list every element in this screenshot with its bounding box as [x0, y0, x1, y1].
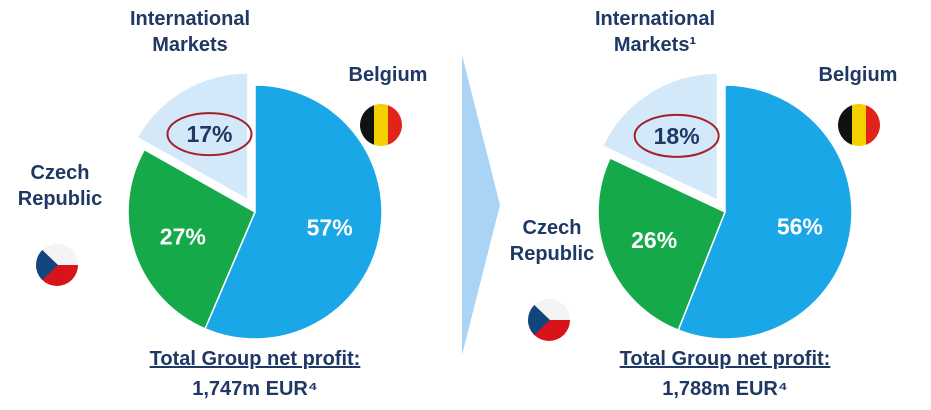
category-label: Czech Republic [17, 162, 103, 210]
category-label: Belgium [818, 64, 898, 86]
pie-slice [597, 156, 726, 332]
pie-slice [127, 148, 256, 330]
highlight-ring [166, 112, 253, 157]
pie-slice [136, 72, 249, 202]
value-label: 57% [307, 214, 353, 240]
value-label: 56% [777, 213, 823, 239]
pie-slice [204, 84, 383, 340]
footer-value: 1,788m EUR⁴ [662, 378, 788, 400]
footer-title: Total Group net profit: [149, 348, 361, 370]
footer-value: 1,747m EUR⁴ [192, 378, 318, 400]
value-label: 18% [654, 123, 700, 149]
value-label: 27% [160, 224, 206, 250]
pie-slice [601, 72, 719, 202]
czech-flag [36, 244, 570, 341]
value-label: 17% [186, 121, 232, 147]
category-label: Belgium [348, 64, 428, 86]
category-label: Czech Republic [509, 217, 595, 265]
category-label: International Markets [129, 8, 250, 56]
footer-title: Total Group net profit: [619, 348, 831, 370]
highlight-ring [633, 113, 720, 158]
value-label: 26% [631, 227, 677, 253]
pie-slice [677, 84, 853, 340]
arrow [462, 55, 500, 355]
belgium-flag [360, 104, 880, 146]
category-label: International Markets¹ [594, 8, 715, 56]
